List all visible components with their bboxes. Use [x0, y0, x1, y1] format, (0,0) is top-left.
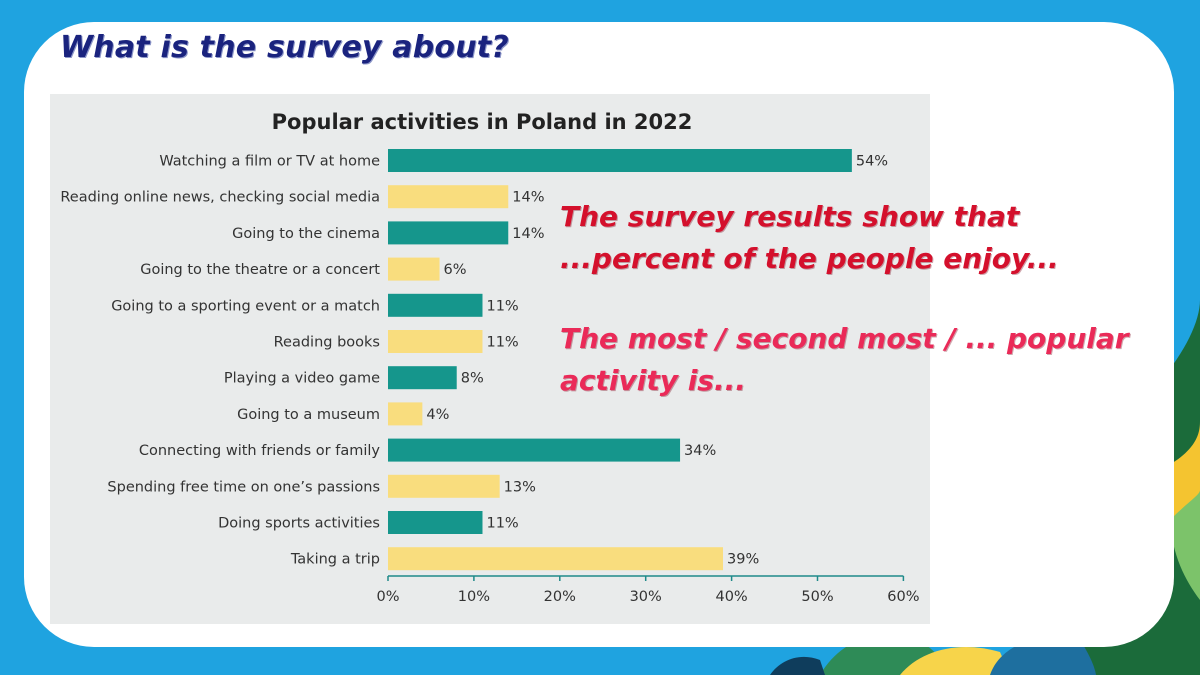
data-label: 11%: [486, 516, 518, 532]
data-label: 11%: [486, 335, 518, 351]
prompt-most-popular: The most / second most / ... popular act…: [560, 318, 1129, 402]
x-tick-label: 0%: [376, 589, 399, 605]
category-label: Going to a sporting event or a match: [111, 298, 380, 314]
x-tick-label: 40%: [715, 589, 747, 605]
data-label: 11%: [486, 298, 518, 314]
bar: [388, 221, 509, 245]
prompt-line: The survey results show that: [560, 200, 1020, 233]
bars-layer: Watching a film or TV at home 54% Reading …: [60, 149, 888, 571]
category-label: Reading online news, checking social med…: [60, 190, 380, 206]
x-tick-label: 20%: [544, 589, 576, 605]
prompt-survey-results: The survey results show that ...percent …: [560, 196, 1059, 280]
category-label: Connecting with friends or family: [139, 443, 381, 459]
x-tick-label: 30%: [630, 589, 662, 605]
bar: [388, 149, 852, 172]
x-axis: 0% 10% 20% 30% 40% 50% 60%: [376, 575, 920, 605]
bar: [388, 293, 483, 317]
x-tick-label: 10%: [458, 589, 490, 605]
bar-chart: Popular activities in Poland in 2022 Wat…: [60, 110, 920, 605]
data-label: 14%: [512, 226, 544, 242]
data-label: 54%: [856, 154, 888, 170]
prompt-line: activity is...: [560, 364, 746, 397]
bar: [388, 185, 509, 209]
bar: [388, 474, 500, 498]
data-label: 8%: [461, 371, 484, 387]
category-label: Taking a trip: [290, 552, 380, 568]
bar: [388, 438, 681, 462]
bar: [388, 330, 483, 353]
data-label: 34%: [684, 443, 716, 459]
x-tick-label: 50%: [801, 589, 833, 605]
prompt-line: ...percent of the people enjoy...: [560, 242, 1059, 275]
x-tick-label: 60%: [887, 589, 919, 605]
category-label: Reading books: [274, 335, 380, 351]
data-label: 6%: [444, 262, 467, 278]
bar: [388, 511, 483, 534]
category-label: Going to the cinema: [232, 226, 380, 242]
category-label: Doing sports activities: [218, 516, 380, 532]
category-label: Playing a video game: [224, 371, 380, 387]
category-label: Going to a museum: [237, 407, 380, 423]
bar: [388, 547, 724, 571]
category-label: Spending free time on one’s passions: [107, 479, 380, 495]
data-label: 4%: [426, 407, 449, 423]
data-label: 39%: [727, 552, 759, 568]
data-label: 13%: [504, 479, 536, 495]
bar: [388, 402, 423, 426]
category-label: Going to the theatre or a concert: [140, 262, 380, 278]
chart-title: Popular activities in Poland in 2022: [272, 110, 693, 134]
prompt-line: The most / second most / ... popular: [560, 322, 1129, 355]
category-label: Watching a film or TV at home: [159, 154, 380, 170]
chart-panel: Popular activities in Poland in 2022 Wat…: [50, 94, 930, 624]
data-label: 14%: [512, 190, 544, 206]
slide-title: What is the survey about?: [60, 30, 509, 65]
bar: [388, 366, 457, 390]
bar: [388, 257, 440, 281]
